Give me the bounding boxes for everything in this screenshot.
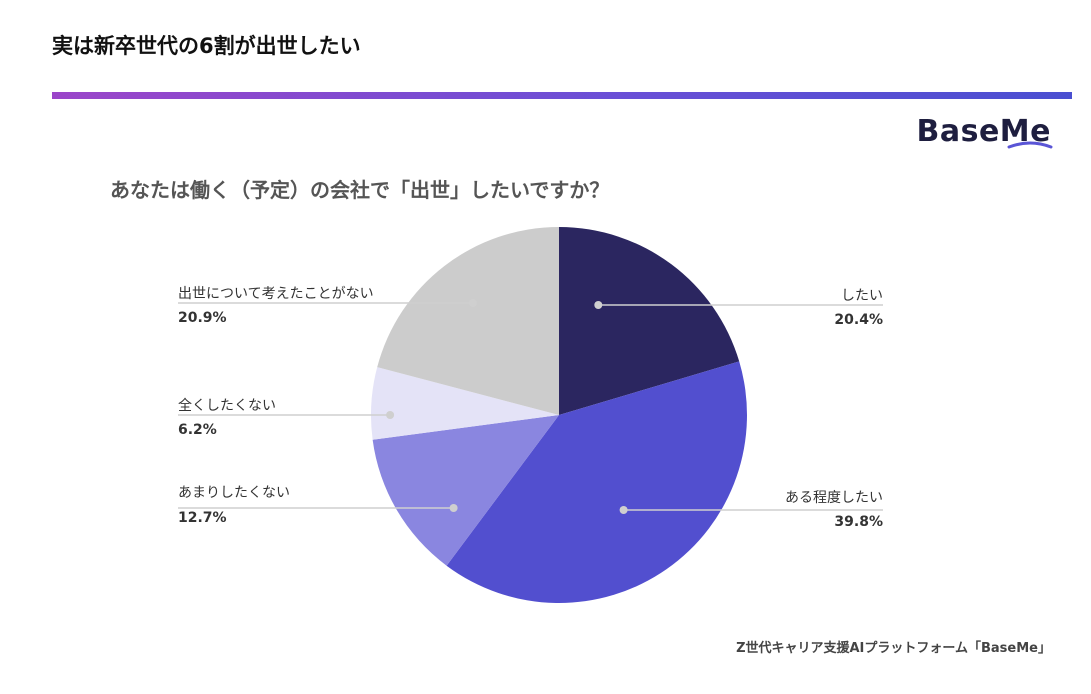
slice-label-amari: あまりしたくない [178,485,290,501]
slice-value-kangaeta-koto-ga-nai: 20.9% [178,310,227,326]
slice-label-shitai: したい [841,288,883,304]
chart-title: あなたは働く（予定）の会社で「出世」したいですか？ [110,178,610,202]
slice-value-shitai: 20.4% [834,312,883,328]
slice-value-mattaku: 6.2% [178,422,217,438]
source-credit: Z世代キャリア支援AIプラットフォーム「BaseMe」 [736,641,1051,656]
pie-slice-kangaeta-koto-ga-nai [377,227,559,415]
slice-label-mattaku: 全くしたくない [178,398,276,414]
slice-value-amari: 12.7% [178,510,227,526]
slice-label-kangaeta-koto-ga-nai: 出世について考えたことがない [178,286,374,302]
pie-slice-mattaku [370,367,559,440]
pie-slice-shitai [559,227,740,415]
pie-slice-amari [372,415,559,566]
slice-value-aru-teido: 39.8% [834,514,883,530]
pie-slice-aru-teido [446,361,747,603]
title-accent-bar [52,92,1072,99]
slice-label-aru-teido: ある程度したい [785,490,883,506]
page-title: 実は新卒世代の6割が出世したい [52,34,361,58]
logo-swoosh-icon [1007,141,1053,149]
